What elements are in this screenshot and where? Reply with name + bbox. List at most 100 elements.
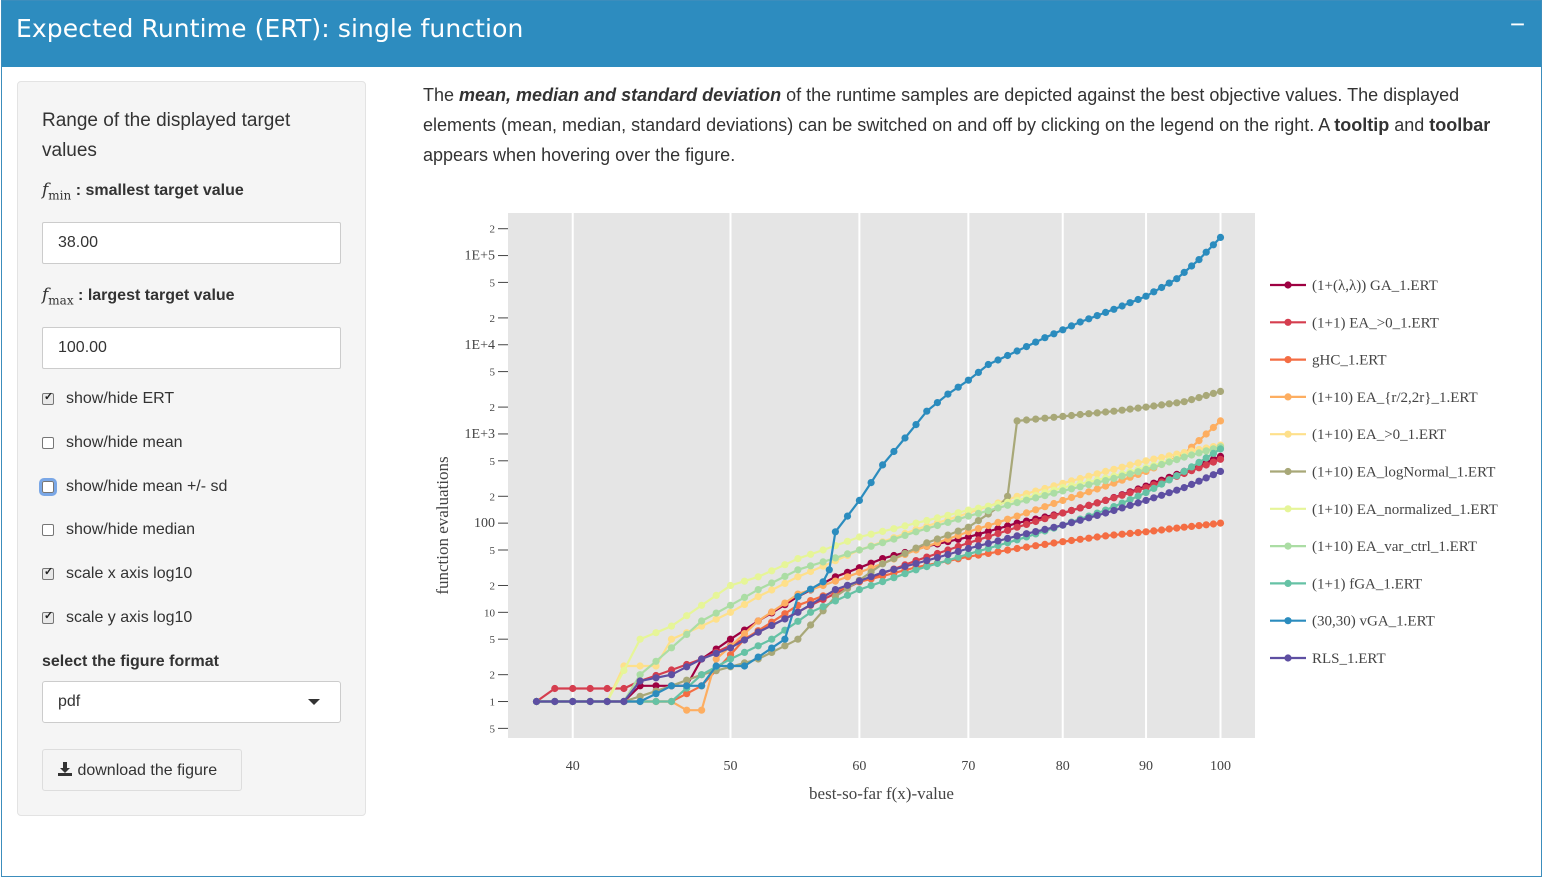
data-point[interactable] xyxy=(1142,496,1150,504)
data-point[interactable] xyxy=(933,559,941,568)
data-point[interactable] xyxy=(807,585,815,593)
data-point[interactable] xyxy=(974,536,983,544)
data-point[interactable] xyxy=(1013,347,1021,355)
data-point[interactable] xyxy=(683,676,691,684)
data-point[interactable] xyxy=(1013,544,1021,553)
data-point[interactable] xyxy=(1165,458,1173,466)
data-point[interactable] xyxy=(890,565,898,574)
data-point[interactable] xyxy=(740,630,749,638)
data-point[interactable] xyxy=(879,568,887,576)
data-point[interactable] xyxy=(1126,529,1134,537)
data-point[interactable] xyxy=(1093,409,1101,417)
data-point[interactable] xyxy=(944,556,952,564)
data-point[interactable] xyxy=(1118,472,1126,480)
data-point[interactable] xyxy=(726,601,735,609)
data-point[interactable] xyxy=(712,609,720,617)
data-point[interactable] xyxy=(781,561,789,569)
data-point[interactable] xyxy=(1188,522,1196,530)
data-point[interactable] xyxy=(984,533,992,541)
data-point[interactable] xyxy=(768,635,776,643)
data-point[interactable] xyxy=(1180,453,1188,461)
checkbox-checked-icon[interactable] xyxy=(42,565,54,580)
data-point[interactable] xyxy=(855,577,863,585)
data-point[interactable] xyxy=(1150,494,1158,502)
data-point[interactable] xyxy=(698,622,706,630)
data-point[interactable] xyxy=(1085,481,1093,489)
data-point[interactable] xyxy=(652,674,660,682)
data-point[interactable] xyxy=(1142,292,1150,300)
data-point[interactable] xyxy=(843,581,852,589)
data-point[interactable] xyxy=(1041,525,1049,533)
data-point[interactable] xyxy=(1093,479,1101,487)
data-point[interactable] xyxy=(781,615,789,623)
data-point[interactable] xyxy=(933,554,941,562)
data-point[interactable] xyxy=(912,544,920,552)
data-point[interactable] xyxy=(620,697,628,706)
checkbox-scale-y-log[interactable]: scale y axis log10 xyxy=(42,609,192,627)
data-point[interactable] xyxy=(984,549,992,557)
data-point[interactable] xyxy=(1150,527,1158,535)
data-point[interactable] xyxy=(1188,396,1196,404)
data-point[interactable] xyxy=(1118,530,1126,538)
legend-label[interactable]: RLS_1.ERT xyxy=(1312,651,1386,667)
legend-item[interactable]: (1+(λ,λ)) GA_1.ERT xyxy=(1270,278,1438,294)
data-point[interactable] xyxy=(1126,461,1134,469)
data-point[interactable] xyxy=(1165,400,1173,408)
data-point[interactable] xyxy=(1209,423,1217,432)
data-point[interactable] xyxy=(1209,389,1217,397)
data-point[interactable] xyxy=(819,578,827,586)
data-point[interactable] xyxy=(1085,410,1093,418)
data-point[interactable] xyxy=(1173,275,1181,283)
data-point[interactable] xyxy=(1076,504,1084,512)
data-point[interactable] xyxy=(843,591,852,599)
data-point[interactable] xyxy=(683,630,691,638)
data-point[interactable] xyxy=(1067,536,1076,545)
data-point[interactable] xyxy=(740,662,749,670)
data-point[interactable] xyxy=(1142,484,1150,492)
legend-label[interactable]: (1+10) EA_var_ctrl_1.ERT xyxy=(1312,539,1477,555)
data-point[interactable] xyxy=(1202,474,1210,482)
data-point[interactable] xyxy=(831,597,839,605)
data-point[interactable] xyxy=(855,533,863,541)
legend-item[interactable]: (1+10) EA_normalized_1.ERT xyxy=(1270,502,1498,518)
data-point[interactable] xyxy=(1165,489,1173,497)
data-point[interactable] xyxy=(1158,460,1166,469)
data-point[interactable] xyxy=(1126,489,1134,497)
data-point[interactable] xyxy=(1216,445,1225,453)
data-point[interactable] xyxy=(1067,411,1076,420)
data-point[interactable] xyxy=(667,697,676,706)
data-point[interactable] xyxy=(1209,449,1217,457)
data-point[interactable] xyxy=(1195,256,1203,264)
data-point[interactable] xyxy=(754,573,762,581)
data-point[interactable] xyxy=(698,706,706,714)
data-point[interactable] xyxy=(1126,470,1134,478)
data-point[interactable] xyxy=(1022,530,1031,538)
data-point[interactable] xyxy=(1142,403,1150,411)
data-point[interactable] xyxy=(807,550,815,558)
data-point[interactable] xyxy=(652,697,660,706)
data-point[interactable] xyxy=(964,376,973,384)
data-point[interactable] xyxy=(1004,515,1012,523)
data-point[interactable] xyxy=(1093,499,1101,507)
data-point[interactable] xyxy=(819,558,827,566)
data-point[interactable] xyxy=(636,671,644,679)
legend-label[interactable]: (1+10) EA_logNormal_1.ERT xyxy=(1312,465,1495,481)
checkbox-show-median[interactable]: show/hide median xyxy=(42,521,195,539)
data-point[interactable] xyxy=(984,539,992,547)
data-point[interactable] xyxy=(1110,407,1118,415)
data-point[interactable] xyxy=(994,548,1002,556)
data-point[interactable] xyxy=(551,697,559,706)
data-point[interactable] xyxy=(1118,504,1126,512)
data-point[interactable] xyxy=(843,537,852,545)
data-point[interactable] xyxy=(1067,506,1076,515)
data-point[interactable] xyxy=(1173,472,1181,480)
data-point[interactable] xyxy=(1022,496,1031,504)
data-point[interactable] xyxy=(1150,455,1158,463)
data-point[interactable] xyxy=(855,586,863,594)
data-point[interactable] xyxy=(1050,499,1058,508)
data-point[interactable] xyxy=(1126,405,1134,413)
data-point[interactable] xyxy=(781,635,789,643)
data-point[interactable] xyxy=(807,621,815,629)
data-point[interactable] xyxy=(794,555,802,563)
data-point[interactable] xyxy=(1050,539,1058,547)
